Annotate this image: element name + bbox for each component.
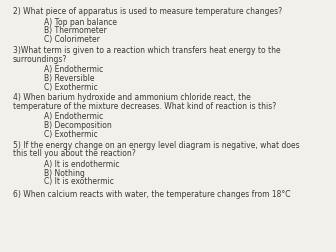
Text: C) Exothermic: C) Exothermic [44,130,97,139]
Text: C) Exothermic: C) Exothermic [44,83,97,92]
Text: C) It is exothermic: C) It is exothermic [44,177,114,186]
Text: 5) If the energy change on an energy level diagram is negative, what does: 5) If the energy change on an energy lev… [13,141,299,150]
Text: A) Endothermic: A) Endothermic [44,112,103,121]
Text: temperature of the mixture decreases. What kind of reaction is this?: temperature of the mixture decreases. Wh… [13,102,276,111]
Text: A) Endothermic: A) Endothermic [44,65,103,74]
Text: 6) When calcium reacts with water, the temperature changes from 18°C: 6) When calcium reacts with water, the t… [13,190,290,199]
Text: 3)What term is given to a reaction which transfers heat energy to the: 3)What term is given to a reaction which… [13,46,281,55]
Text: B) Reversible: B) Reversible [44,74,94,83]
Text: A) Top pan balance: A) Top pan balance [44,18,117,27]
Text: this tell you about the reaction?: this tell you about the reaction? [13,149,135,159]
Text: B) Thermometer: B) Thermometer [44,26,107,36]
Text: 4) When barium hydroxide and ammonium chloride react, the: 4) When barium hydroxide and ammonium ch… [13,93,251,102]
Text: surroundings?: surroundings? [13,55,67,64]
Text: A) It is endothermic: A) It is endothermic [44,160,119,169]
Text: B) Decomposition: B) Decomposition [44,121,112,130]
Text: 2) What piece of apparatus is used to measure temperature changes?: 2) What piece of apparatus is used to me… [13,7,282,16]
Text: C) Colorimeter: C) Colorimeter [44,35,99,44]
Text: B) Nothing: B) Nothing [44,169,85,178]
